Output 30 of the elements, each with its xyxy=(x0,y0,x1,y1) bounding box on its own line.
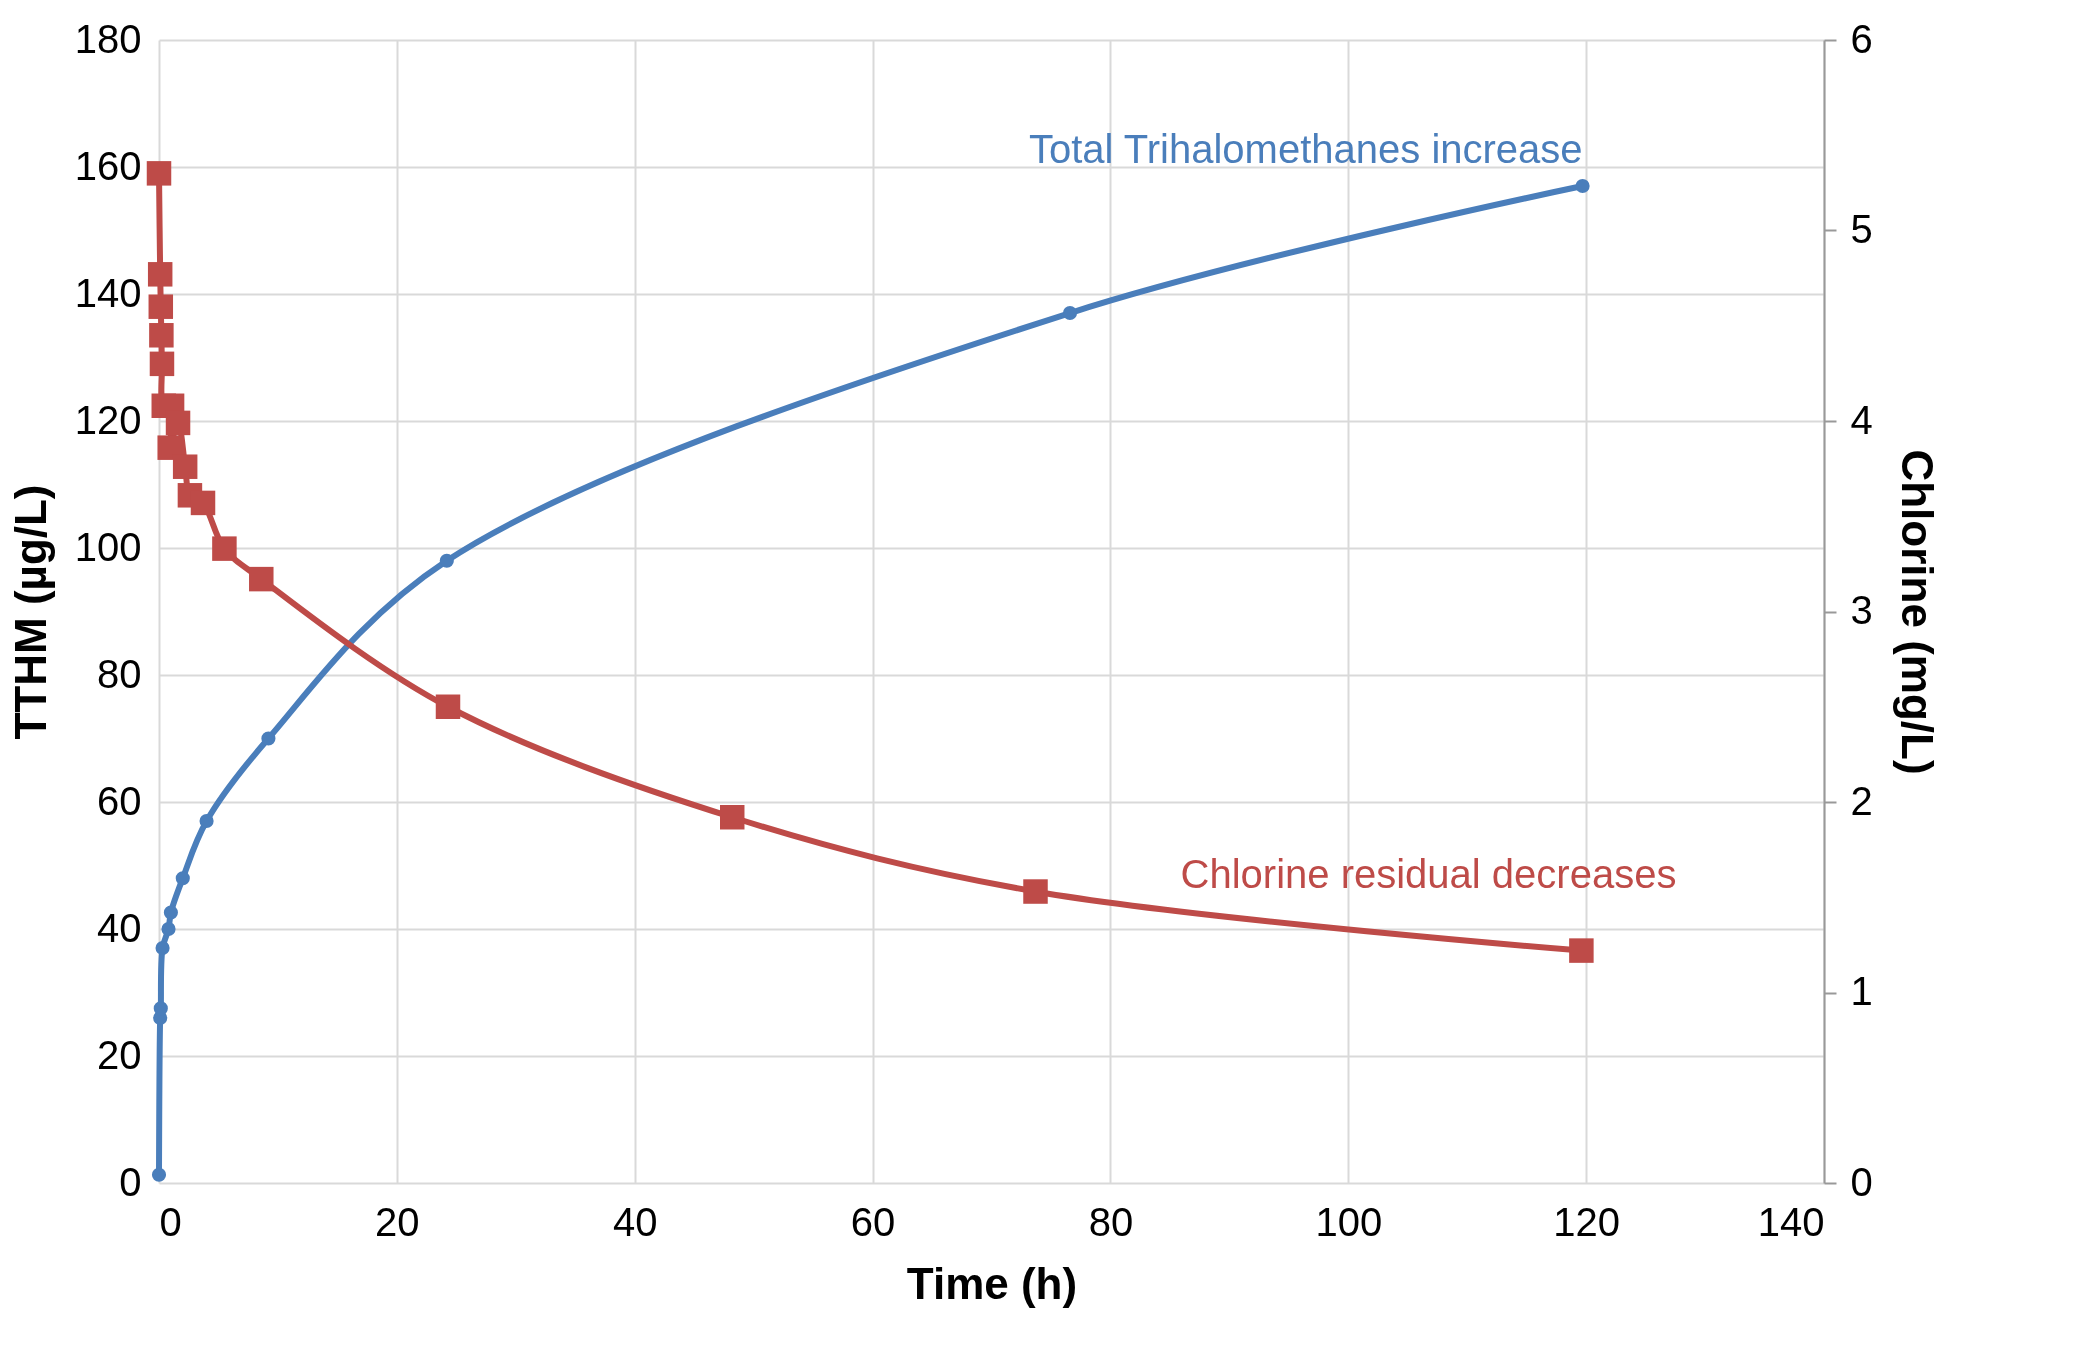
x-tick-label: 60 xyxy=(850,1199,896,1244)
y2-tick-label: 3 xyxy=(1850,588,1873,632)
y-axis-title: TTHM (µg/L) xyxy=(5,484,55,740)
y-tick-label: 140 xyxy=(74,270,142,315)
y2-tick-label: 1 xyxy=(1850,969,1873,1013)
y2-tick-label: 4 xyxy=(1850,397,1873,442)
y-tick-label: 60 xyxy=(97,778,142,823)
y-tick-label: 40 xyxy=(97,905,142,950)
y-tick-label: 100 xyxy=(74,524,142,569)
series-label: Total Trihalomethanes increase xyxy=(1028,127,1583,172)
y2-tick-label: 2 xyxy=(1850,778,1873,823)
y-tick-label: 120 xyxy=(74,397,142,442)
x-tick-label: 100 xyxy=(1315,1199,1383,1244)
y-tick-label: 0 xyxy=(119,1159,142,1204)
x-tick-label: 140 xyxy=(1757,1199,1825,1244)
x-tick-label: 80 xyxy=(1088,1199,1134,1244)
y-tick-label: 180 xyxy=(74,16,142,61)
x-tick-label: 0 xyxy=(159,1199,182,1244)
y-tick-label: 20 xyxy=(97,1032,142,1077)
x-tick-label: 20 xyxy=(375,1199,420,1244)
y-tick-label: 80 xyxy=(97,651,142,696)
y2-axis-title: Chlorine (mg/L) xyxy=(1892,449,1942,775)
x-tick-label: 40 xyxy=(612,1199,658,1244)
series-label: Chlorine residual decreases xyxy=(1180,851,1677,896)
y2-tick-label: 5 xyxy=(1850,207,1873,251)
y2-tick-label: 6 xyxy=(1850,16,1873,61)
x-tick-label: 120 xyxy=(1553,1199,1621,1244)
y-tick-label: 160 xyxy=(74,143,142,188)
x-axis-title: Time (h) xyxy=(906,1258,1078,1308)
y2-tick-label: 0 xyxy=(1850,1159,1873,1204)
